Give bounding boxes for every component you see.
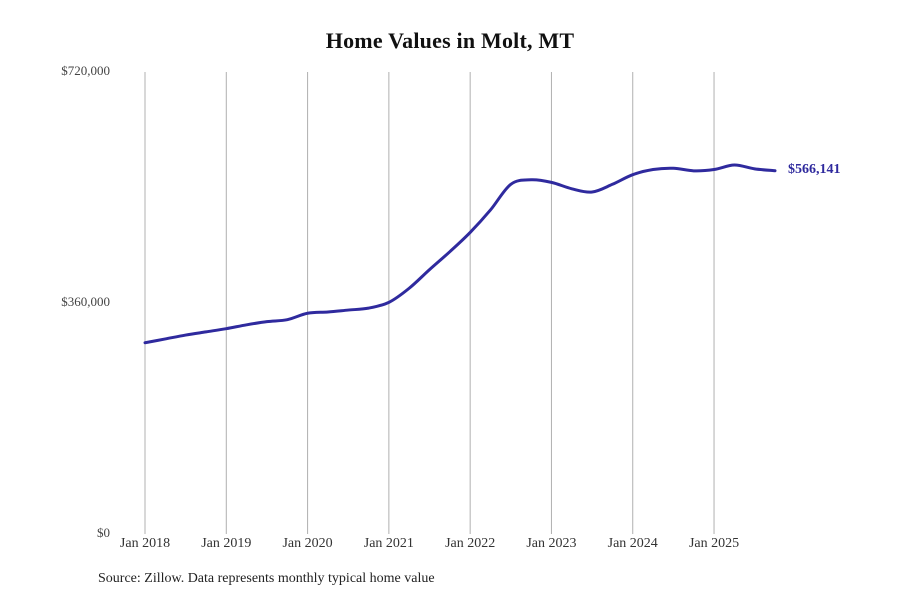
x-tick-label-2022: Jan 2022 — [445, 536, 496, 551]
y-tick-label-0: $0 — [97, 525, 110, 540]
x-tick-label-2024: Jan 2024 — [607, 536, 658, 551]
x-tick-label-2021: Jan 2021 — [363, 536, 414, 551]
y-tick-label-2: $720,000 — [61, 63, 110, 78]
gridlines — [144, 72, 715, 534]
x-tick-label-2023: Jan 2023 — [526, 536, 577, 551]
x-tick-label-2018: Jan 2018 — [119, 536, 171, 551]
end-value-annotation: $566,141 — [788, 161, 841, 177]
x-tick-label-2020: Jan 2020 — [282, 536, 333, 551]
chart-title: Home Values in Molt, MT — [325, 28, 575, 53]
x-tick-label-2025: Jan 2025 — [688, 536, 740, 551]
data-line-typical-home-value — [143, 163, 777, 345]
x-tick-label-2019: Jan 2019 — [201, 536, 252, 551]
source-note: Source: Zillow. Data represents monthly … — [98, 571, 435, 586]
y-tick-label-1: $360,000 — [61, 294, 110, 309]
